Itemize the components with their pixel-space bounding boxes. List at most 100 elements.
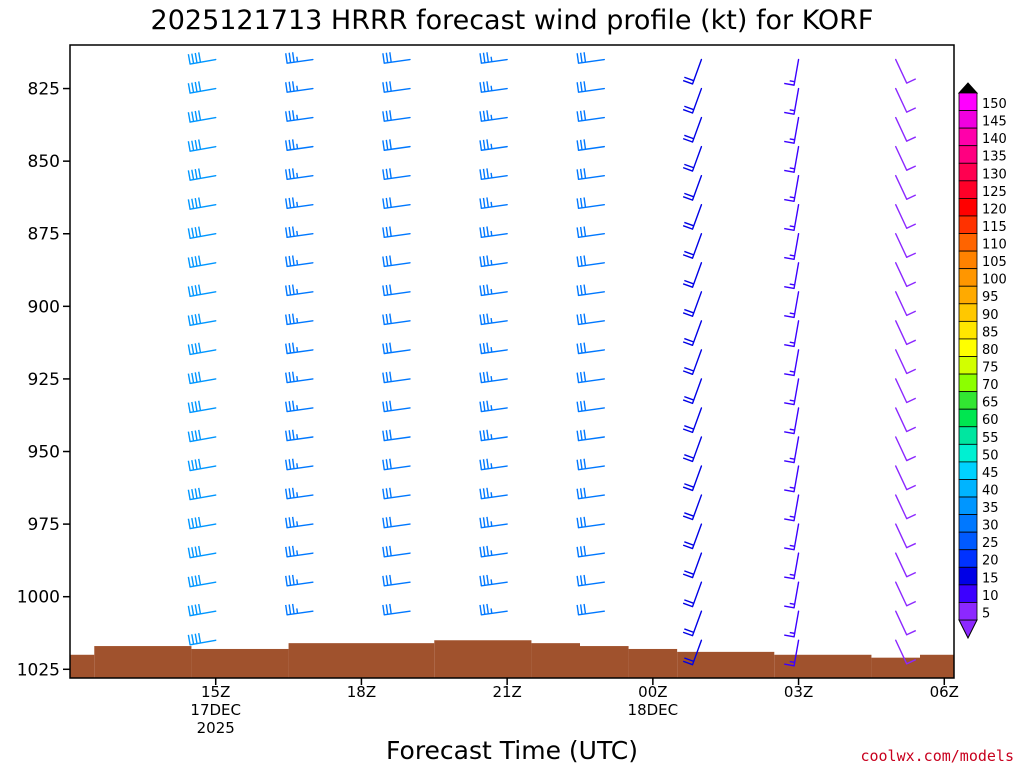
plot-frame xyxy=(69,44,955,679)
barb-flag xyxy=(482,255,486,267)
barb-staff xyxy=(577,145,605,151)
barb-half-flag xyxy=(789,399,795,402)
barb-half-flag xyxy=(1014,179,1016,184)
barb-staff xyxy=(793,610,800,638)
wind-barb xyxy=(187,110,217,123)
barb-flag xyxy=(191,605,195,616)
barb-flag xyxy=(684,628,694,634)
barb-flag xyxy=(576,169,580,180)
colorbar-bottom-arrow xyxy=(958,619,978,640)
barb-flag xyxy=(291,400,295,411)
terrain-segment xyxy=(920,654,954,678)
barb-staff xyxy=(691,87,703,114)
barb-flag xyxy=(187,460,191,471)
barb-flag xyxy=(784,373,795,377)
barb-staff xyxy=(383,116,411,122)
colorbar-label: 20 xyxy=(982,554,999,569)
barb-flag xyxy=(382,227,385,238)
barb-staff xyxy=(691,174,703,201)
barb-flag xyxy=(486,342,490,353)
barb-flag xyxy=(684,599,694,604)
colorbar-cell xyxy=(958,426,978,445)
barb-flag xyxy=(389,197,392,208)
terrain-segment xyxy=(677,651,775,678)
barb-flag xyxy=(906,223,917,229)
colorbar-cell xyxy=(958,215,978,234)
barb-staff xyxy=(793,436,800,464)
wind-barb xyxy=(895,581,917,607)
barb-flag xyxy=(194,110,198,122)
barb-staff xyxy=(895,116,908,142)
wind-barb xyxy=(576,226,605,239)
barb-flag xyxy=(784,344,795,348)
barb-flag xyxy=(684,134,694,140)
wind-barb xyxy=(479,139,508,151)
barb-flag xyxy=(479,314,483,325)
barb-flag xyxy=(288,459,292,470)
barb-flag xyxy=(906,252,917,258)
barb-flag xyxy=(486,197,490,208)
barb-flag xyxy=(285,517,288,528)
barb-flag xyxy=(684,337,694,343)
barb-flag xyxy=(486,110,490,121)
barb-flag xyxy=(482,488,486,499)
barb-flag xyxy=(906,339,917,346)
barb-half-flag xyxy=(296,85,299,91)
wind-barb xyxy=(682,581,703,608)
wind-barb xyxy=(576,603,605,616)
barb-flag xyxy=(382,285,385,296)
barb-flag xyxy=(389,458,392,469)
barb-flag xyxy=(191,314,195,325)
barb-flag xyxy=(486,574,490,585)
barb-flag xyxy=(684,76,694,82)
barb-staff xyxy=(480,87,508,93)
barb-half-flag xyxy=(296,434,299,440)
barb-flag xyxy=(576,314,580,325)
barb-flag xyxy=(479,372,483,383)
barb-flag xyxy=(1017,495,1020,504)
barb-half-flag xyxy=(789,370,795,373)
barb-flag xyxy=(784,576,795,580)
barb-flag xyxy=(288,197,292,208)
barb-staff xyxy=(480,349,508,355)
wind-barb xyxy=(285,139,314,151)
wind-barb xyxy=(895,552,917,578)
barb-staff xyxy=(691,523,703,550)
barb-flag xyxy=(198,226,202,237)
barb-flag xyxy=(784,227,795,231)
barb-staff xyxy=(286,233,314,239)
barb-flag xyxy=(682,573,693,579)
colorbar-label: 45 xyxy=(982,466,999,481)
barb-flag xyxy=(576,546,580,557)
wind-barb xyxy=(479,400,508,413)
barb-flag xyxy=(1017,233,1020,242)
barb-flag xyxy=(291,52,295,63)
barb-flag xyxy=(583,313,587,324)
barb-half-flag xyxy=(1014,469,1016,474)
barb-half-flag xyxy=(296,550,299,556)
wind-barb xyxy=(285,603,314,616)
barb-flag xyxy=(291,574,295,585)
barb-staff xyxy=(480,291,508,297)
barb-flag xyxy=(389,487,392,498)
colorbar-label: 110 xyxy=(982,238,1007,253)
barb-flag xyxy=(486,458,490,469)
barb-flag xyxy=(291,516,295,527)
barb-half-flag xyxy=(296,288,299,295)
barb-flag xyxy=(906,368,917,375)
wind-barb xyxy=(479,52,508,64)
colorbar-label: 5 xyxy=(982,606,990,621)
barb-flag xyxy=(288,168,292,179)
barb-staff xyxy=(383,320,411,326)
barb-flag xyxy=(187,576,191,587)
barb-flag xyxy=(579,488,583,499)
barb-flag xyxy=(479,546,483,557)
barb-flag xyxy=(784,489,795,493)
barb-flag xyxy=(1017,407,1020,416)
barb-flag xyxy=(482,517,486,528)
barb-staff xyxy=(691,58,703,85)
barb-flag xyxy=(784,518,795,522)
wind-barb xyxy=(682,174,703,201)
barb-flag xyxy=(389,429,392,440)
wind-barb xyxy=(382,52,411,64)
